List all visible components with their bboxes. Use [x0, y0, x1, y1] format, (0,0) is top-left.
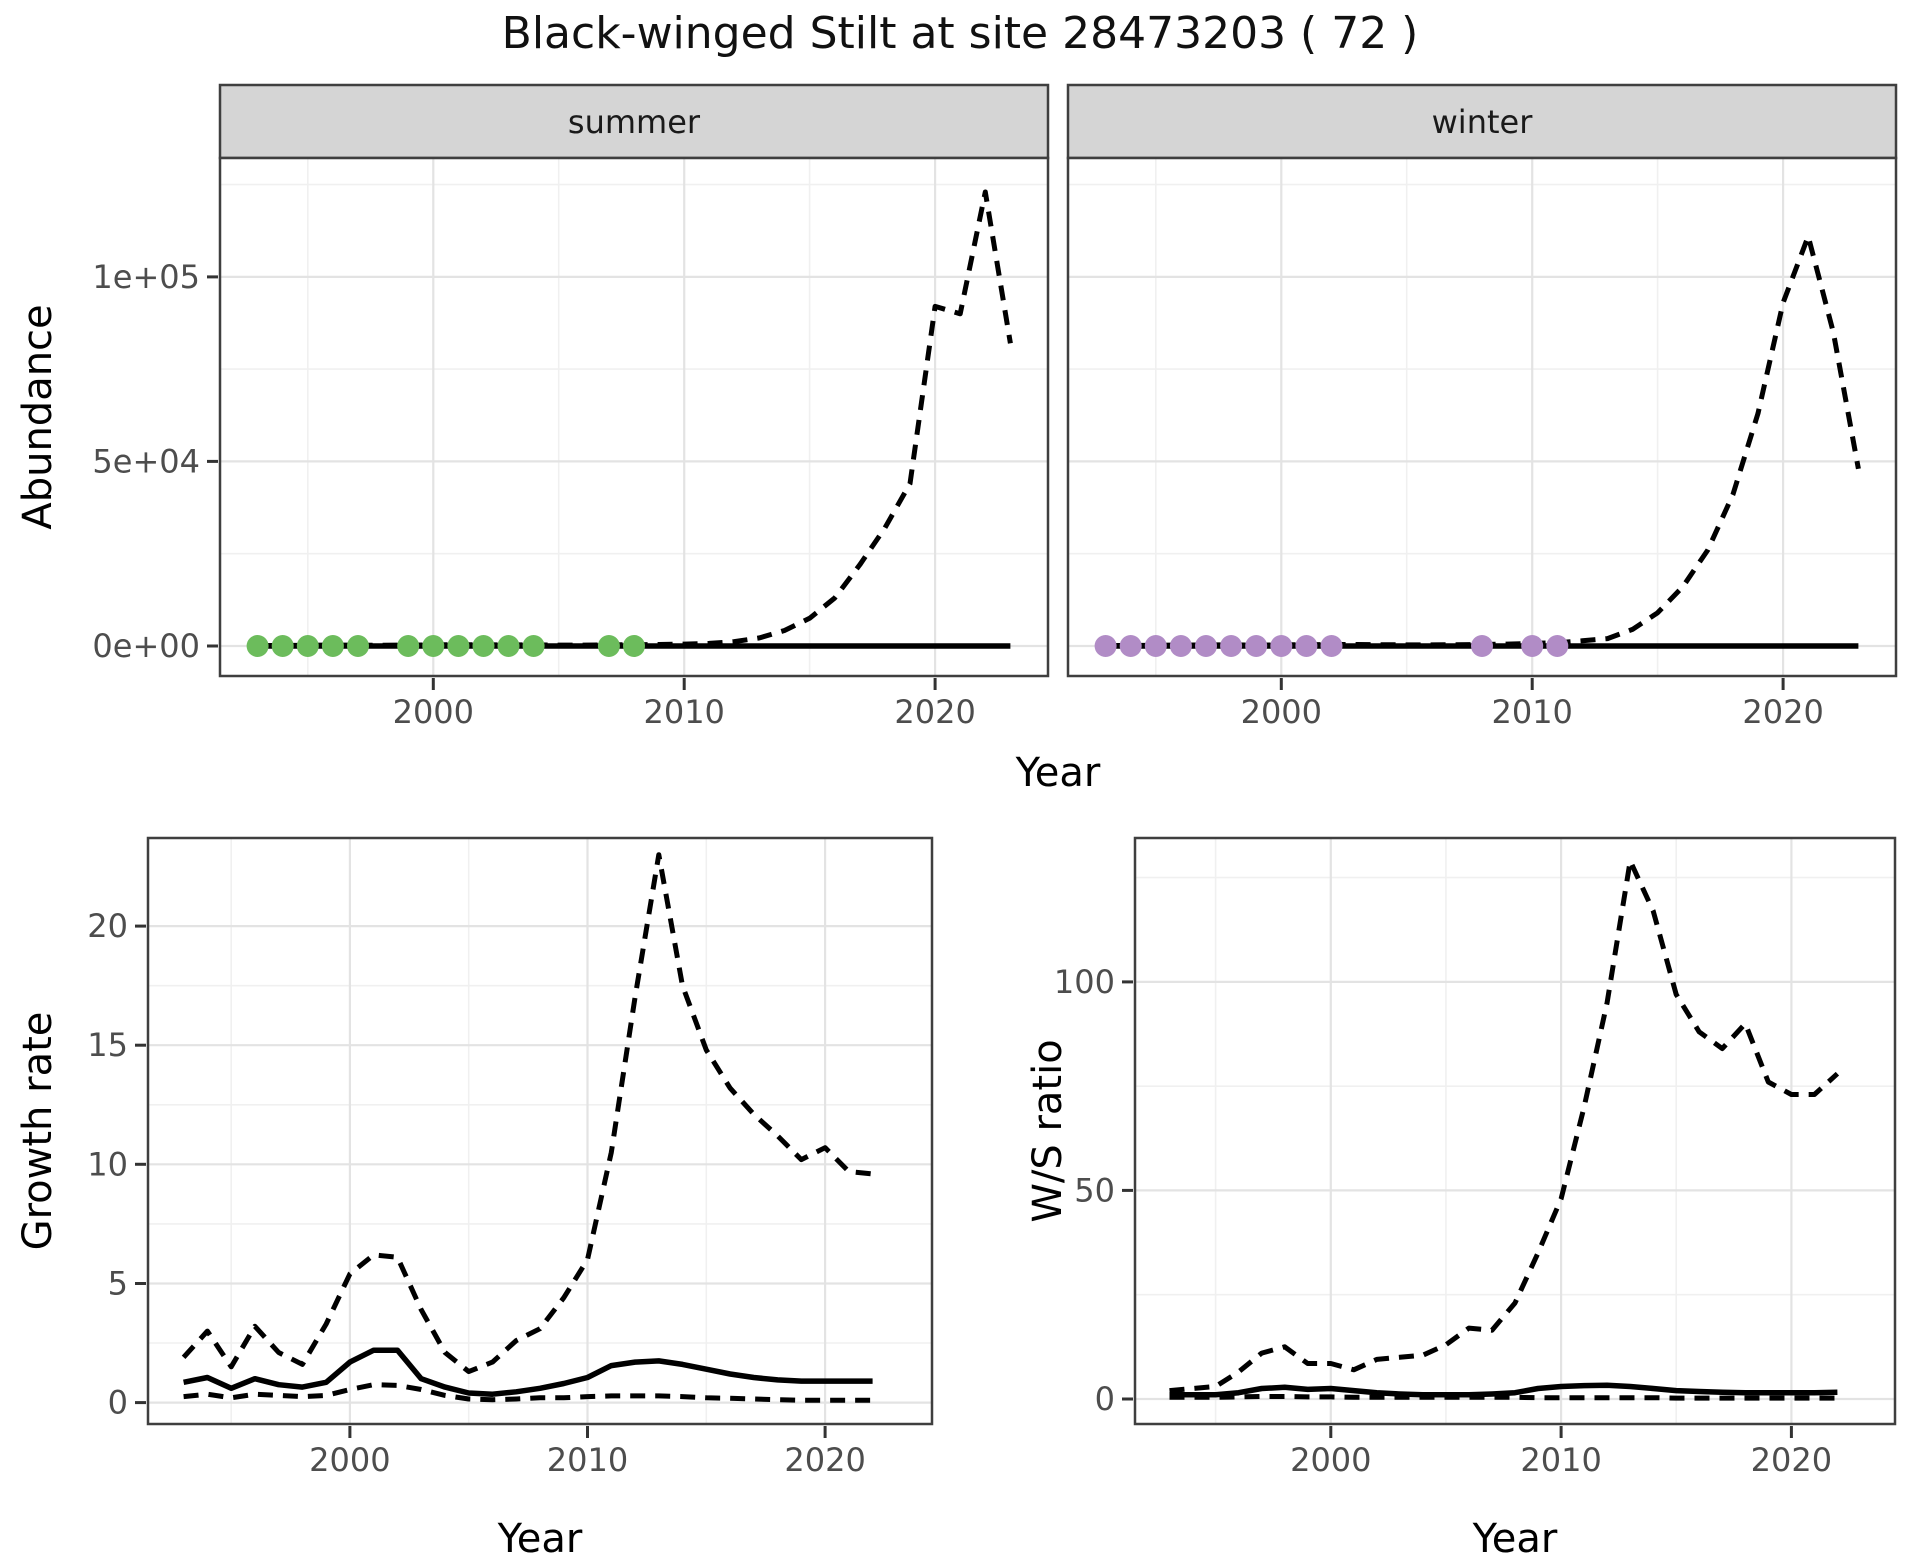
panel-border: [218, 156, 1050, 678]
x-tick-label: 2010: [643, 693, 724, 731]
series-lower_ci: [183, 1382, 873, 1403]
observed-count-point: [597, 635, 620, 657]
observed-count-point: [246, 635, 269, 657]
y-tick-label: 0e+00: [92, 627, 200, 665]
x-axis-title-top-year: Year: [1015, 750, 1101, 796]
panel-abundance-summer: 2000 2010 2020 0e+00 5e+04 1e+05: [92, 83, 1050, 731]
panel-border: [1066, 156, 1898, 678]
facet-label-summer: summer: [567, 102, 701, 141]
y-tick-label: 5: [108, 1265, 128, 1303]
observed-count-point: [296, 635, 319, 657]
facet-strip: [1066, 83, 1898, 160]
observed-count-point: [1295, 635, 1318, 657]
observed-count-point: [1144, 635, 1167, 657]
x-tick-label: 2020: [1742, 693, 1823, 731]
observed-count-point: [447, 635, 470, 657]
panel-background: [220, 158, 1048, 676]
x-axis-title-growth-year: Year: [497, 1516, 583, 1560]
observed-count-point: [497, 635, 520, 657]
x-tick-label: 2000: [1241, 693, 1322, 731]
panel-background: [1135, 838, 1895, 1424]
observed-count-point: [1546, 635, 1569, 657]
observed-count-point: [1521, 635, 1544, 657]
observed-count-point: [397, 635, 420, 657]
x-tick-label: 2010: [547, 1441, 628, 1479]
y-tick-label: 0: [108, 1384, 128, 1422]
observed-count-point: [522, 635, 545, 657]
panel-ws-ratio: 2000 2010 2020 0 50 100: [1054, 836, 1897, 1479]
y-tick-label: 15: [87, 1026, 128, 1064]
observed-count-point: [271, 635, 294, 657]
series-group: [1169, 858, 1840, 1401]
series-upper_ci: [181, 852, 873, 1375]
x-tick-label: 2000: [1290, 1441, 1371, 1479]
series-median: [1169, 1382, 1838, 1398]
y-axis-title-abundance-text: Abundance: [15, 304, 61, 530]
panel-abundance-winter: 2000 2010 2020: [1066, 83, 1898, 731]
x-tick-label: 2020: [784, 1441, 865, 1479]
y-axis-title-growth-rate-text: Growth rate: [15, 1011, 61, 1251]
series-median: [183, 1347, 873, 1397]
y-tick-label: 100: [1054, 963, 1115, 1001]
x-tick-label: 2020: [1751, 1441, 1832, 1479]
y-tick-label: 0: [1095, 1380, 1115, 1418]
panel-growth-rate: 2000 2010 2020 0 5 10 15 20: [87, 836, 934, 1479]
observed-count-point: [1471, 635, 1493, 657]
x-tick-label: 2020: [894, 693, 975, 731]
y-tick-label: 10: [87, 1145, 128, 1183]
panel-background: [148, 838, 932, 1424]
observed-count-point: [623, 635, 645, 657]
x-tick-label: 2010: [1491, 693, 1572, 731]
y-tick-label: 20: [87, 907, 128, 945]
observed-count-point: [1220, 635, 1243, 657]
observed-count-point: [1270, 635, 1293, 657]
panel-border: [1133, 836, 1897, 1426]
facet-strip: [218, 83, 1050, 160]
chart-title: Black-winged Stilt at site 28473203 ( 72…: [501, 8, 1419, 59]
y-axis-title-ws-ratio-text: W/S ratio: [1025, 1039, 1071, 1223]
panel-border: [146, 836, 934, 1426]
y-tick-label: 1e+05: [92, 258, 200, 296]
panel-background: [1068, 158, 1896, 676]
facet-label-winter: winter: [1431, 102, 1533, 141]
y-tick-label: 5e+04: [92, 442, 200, 480]
observed-count-point: [1245, 635, 1268, 657]
observed-count-point: [1119, 635, 1142, 657]
observed-count-point: [1094, 635, 1117, 657]
y-tick-label: 50: [1074, 1171, 1115, 1209]
x-tick-label: 2000: [309, 1441, 390, 1479]
observed-count-point: [1195, 635, 1217, 657]
observed-count-point: [1169, 635, 1192, 657]
x-axis-title-ws-year: Year: [1472, 1516, 1558, 1560]
series-lower_ci: [1169, 1394, 1838, 1401]
observed-count-point: [472, 635, 495, 657]
x-tick-label: 2000: [393, 693, 474, 731]
observed-count-point: [1320, 635, 1343, 657]
observed-count-point: [321, 635, 344, 657]
x-tick-label: 2010: [1520, 1441, 1601, 1479]
observed-count-point: [422, 635, 445, 657]
observed-count-point: [347, 635, 369, 657]
series-group: [181, 852, 873, 1403]
